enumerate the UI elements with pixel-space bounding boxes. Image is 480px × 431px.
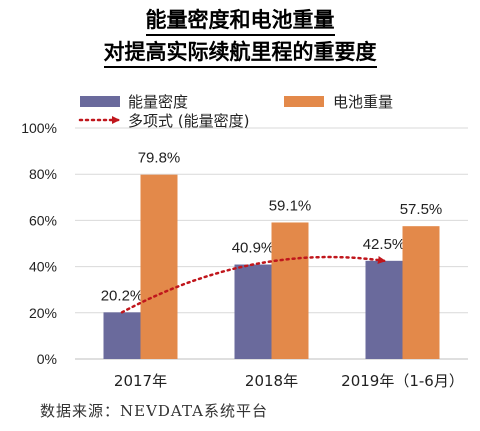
x-tick-label: 2019年（1-6月） bbox=[341, 372, 464, 390]
data-source-note: 数据来源：NEVDATA系统平台 bbox=[40, 402, 268, 420]
bar-energy-density bbox=[365, 260, 403, 359]
y-tick-label: 60% bbox=[29, 212, 57, 228]
y-tick-label: 20% bbox=[29, 305, 57, 321]
y-tick-label: 80% bbox=[29, 166, 57, 182]
data-label: 42.5% bbox=[363, 236, 406, 253]
bar-battery-weight bbox=[271, 222, 309, 359]
chart-title: 能量密度和电池重量 对提高实际续航里程的重要度 bbox=[0, 6, 480, 70]
x-tick-label: 2018年 bbox=[245, 372, 298, 390]
bar-energy-density bbox=[103, 312, 141, 359]
y-tick-label: 0% bbox=[37, 351, 57, 367]
legend-swatch-battery-weight bbox=[284, 96, 324, 107]
bar-battery-weight bbox=[402, 226, 440, 359]
title-line-2: 对提高实际续航里程的重要度 bbox=[103, 38, 377, 68]
bar-energy-density bbox=[234, 264, 272, 359]
y-tick-label: 40% bbox=[29, 259, 57, 275]
y-tick-label: 100% bbox=[21, 120, 57, 136]
data-label: 20.2% bbox=[101, 287, 144, 304]
legend-label-energy-density: 能量密度 bbox=[128, 93, 188, 111]
data-label: 40.9% bbox=[232, 240, 275, 257]
bar-battery-weight bbox=[140, 174, 178, 359]
legend-swatch-energy-density bbox=[80, 96, 120, 107]
x-tick-label: 2017年 bbox=[114, 372, 167, 390]
data-label: 57.5% bbox=[400, 201, 443, 218]
data-label: 59.1% bbox=[269, 197, 312, 214]
title-line-1: 能量密度和电池重量 bbox=[145, 6, 335, 36]
trendline-energy-density bbox=[120, 255, 386, 314]
legend-label-trendline: 多项式 (能量密度) bbox=[128, 112, 249, 130]
legend-label-battery-weight: 电池重量 bbox=[333, 93, 393, 111]
bar-chart: 0% 20% 40% 60% 80% 100% 20.2% 79.8% 2017年 40.9% 59… bbox=[21, 93, 468, 390]
data-label: 79.8% bbox=[138, 150, 181, 167]
